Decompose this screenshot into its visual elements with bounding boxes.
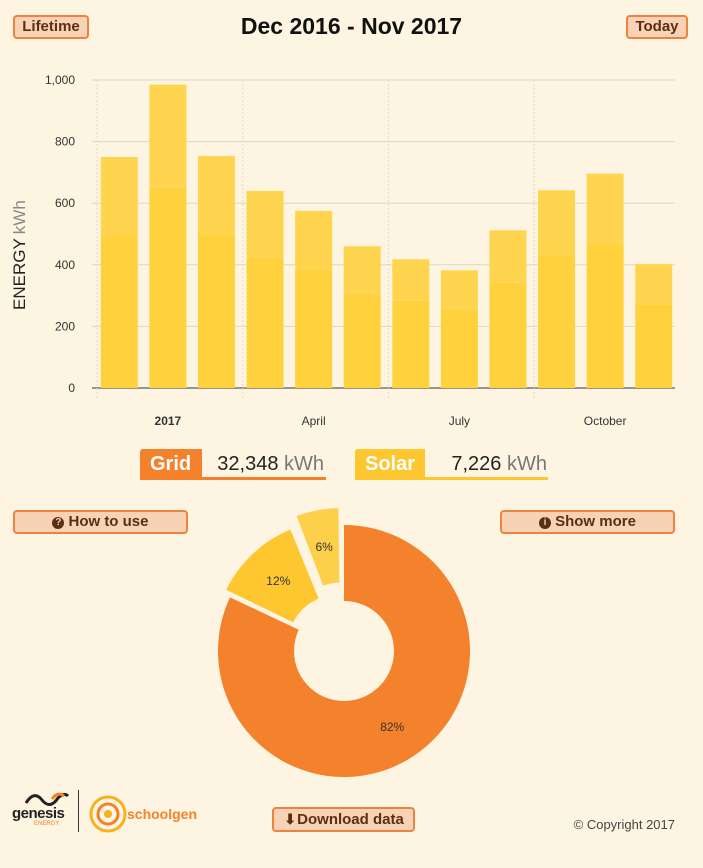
donut-slice-0[interactable]	[218, 525, 470, 777]
bar-grid-10[interactable]	[586, 244, 624, 388]
bar-grid-0[interactable]	[100, 235, 138, 388]
y-axis-label-main: ENERGY	[10, 238, 29, 310]
genesis-logo: genesis ENERGY	[12, 788, 72, 828]
y-tick-label: 1,000	[45, 73, 75, 87]
today-button-label: Today	[635, 18, 679, 35]
x-tick-label: 2017	[155, 414, 182, 428]
y-tick-label: 200	[55, 319, 75, 333]
chart-ticks: 0 200 400 600 800 1,000 2017 April July October	[45, 73, 627, 428]
legend-grid-number: 32,348	[217, 453, 279, 475]
question-icon: ?	[52, 517, 65, 529]
bar-solar-1[interactable]	[149, 84, 187, 188]
bar-solar-9[interactable]	[538, 190, 576, 255]
chart-gridlines	[92, 79, 675, 400]
bar-grid-9[interactable]	[538, 254, 576, 388]
bar-solar-5[interactable]	[343, 246, 381, 295]
bar-solar-3[interactable]	[246, 190, 284, 258]
bar-grid-3[interactable]	[246, 257, 284, 388]
download-label: Download data	[297, 811, 404, 828]
today-button[interactable]: Today	[626, 15, 688, 39]
bar-grid-11[interactable]	[635, 304, 673, 388]
donut-label-1: 12%	[266, 574, 290, 588]
bar-solar-7[interactable]	[440, 270, 478, 310]
legend-solar-underline	[355, 477, 548, 480]
how-to-use-button[interactable]: ? How to use	[13, 510, 188, 534]
donut-label-0: 82%	[380, 720, 404, 734]
bar-solar-11[interactable]	[635, 264, 673, 305]
x-tick-label: July	[449, 414, 470, 428]
bar-grid-6[interactable]	[392, 300, 430, 388]
bar-grid-4[interactable]	[295, 270, 333, 388]
bar-grid-8[interactable]	[489, 282, 527, 388]
bar-solar-2[interactable]	[197, 156, 235, 235]
legend-grid-value: 32,348 kWh	[202, 449, 324, 479]
genesis-name: genesis	[12, 805, 65, 822]
info-icon: i	[539, 517, 552, 529]
logo-divider	[78, 790, 79, 832]
schoolgen-name: schoolgen	[127, 806, 198, 822]
bar-grid-7[interactable]	[440, 309, 478, 388]
x-tick-label: October	[584, 414, 627, 428]
donut-label-2: 6%	[315, 540, 333, 554]
energy-bar-chart: 0 200 400 600 800 1,000 2017 April July October E…	[10, 73, 675, 428]
y-tick-label: 600	[55, 196, 75, 210]
legend-solar-value: 7,226 kWh	[425, 449, 547, 479]
chart-bars	[100, 84, 673, 388]
download-icon: ⬇	[284, 811, 297, 827]
legend-grid-tag: Grid	[140, 449, 202, 479]
donut-slice-2[interactable]	[294, 506, 341, 588]
bar-solar-8[interactable]	[489, 230, 527, 283]
bar-grid-5[interactable]	[343, 294, 381, 388]
download-data-button[interactable]: ⬇Download data	[272, 807, 415, 832]
schoolgen-sun-icon	[89, 795, 127, 833]
lifetime-button-label: Lifetime	[22, 18, 80, 35]
y-tick-label: 400	[55, 258, 75, 272]
page-title: Dec 2016 - Nov 2017	[240, 13, 463, 39]
y-tick-label: 800	[55, 135, 75, 149]
donut-slice-1[interactable]	[224, 527, 321, 625]
copyright-text: © Copyright 2017	[573, 817, 675, 832]
legend-solar-unit: kWh	[507, 453, 547, 475]
y-axis-label: ENERGY kWh	[10, 200, 29, 310]
energy-share-donut: 82% 12% 6%	[218, 506, 470, 777]
bar-solar-0[interactable]	[100, 157, 138, 236]
legend-grid-label: Grid	[150, 453, 192, 475]
y-axis-label-unit: kWh	[10, 200, 29, 234]
y-tick-label: 0	[68, 381, 75, 395]
legend-grid-underline	[140, 477, 326, 480]
bar-solar-4[interactable]	[295, 210, 333, 271]
how-to-use-label: How to use	[68, 513, 149, 530]
legend-grid: Grid 32,348 kWh	[140, 449, 326, 480]
x-tick-label: April	[302, 414, 326, 428]
legend-grid-unit: kWh	[284, 453, 324, 475]
bar-grid-1[interactable]	[149, 187, 187, 388]
bar-solar-10[interactable]	[586, 173, 624, 245]
lifetime-button[interactable]: Lifetime	[13, 15, 89, 39]
genesis-wave-icon	[24, 792, 70, 806]
legend-solar-number: 7,226	[451, 453, 502, 475]
legend-solar: Solar 7,226 kWh	[355, 449, 548, 480]
bar-grid-2[interactable]	[197, 234, 235, 388]
bar-solar-6[interactable]	[392, 259, 430, 301]
genesis-sub: ENERGY	[34, 821, 60, 827]
legend-solar-tag: Solar	[355, 449, 425, 479]
show-more-button[interactable]: i Show more	[500, 510, 675, 534]
legend-solar-label: Solar	[365, 453, 416, 475]
show-more-label: Show more	[555, 513, 636, 530]
